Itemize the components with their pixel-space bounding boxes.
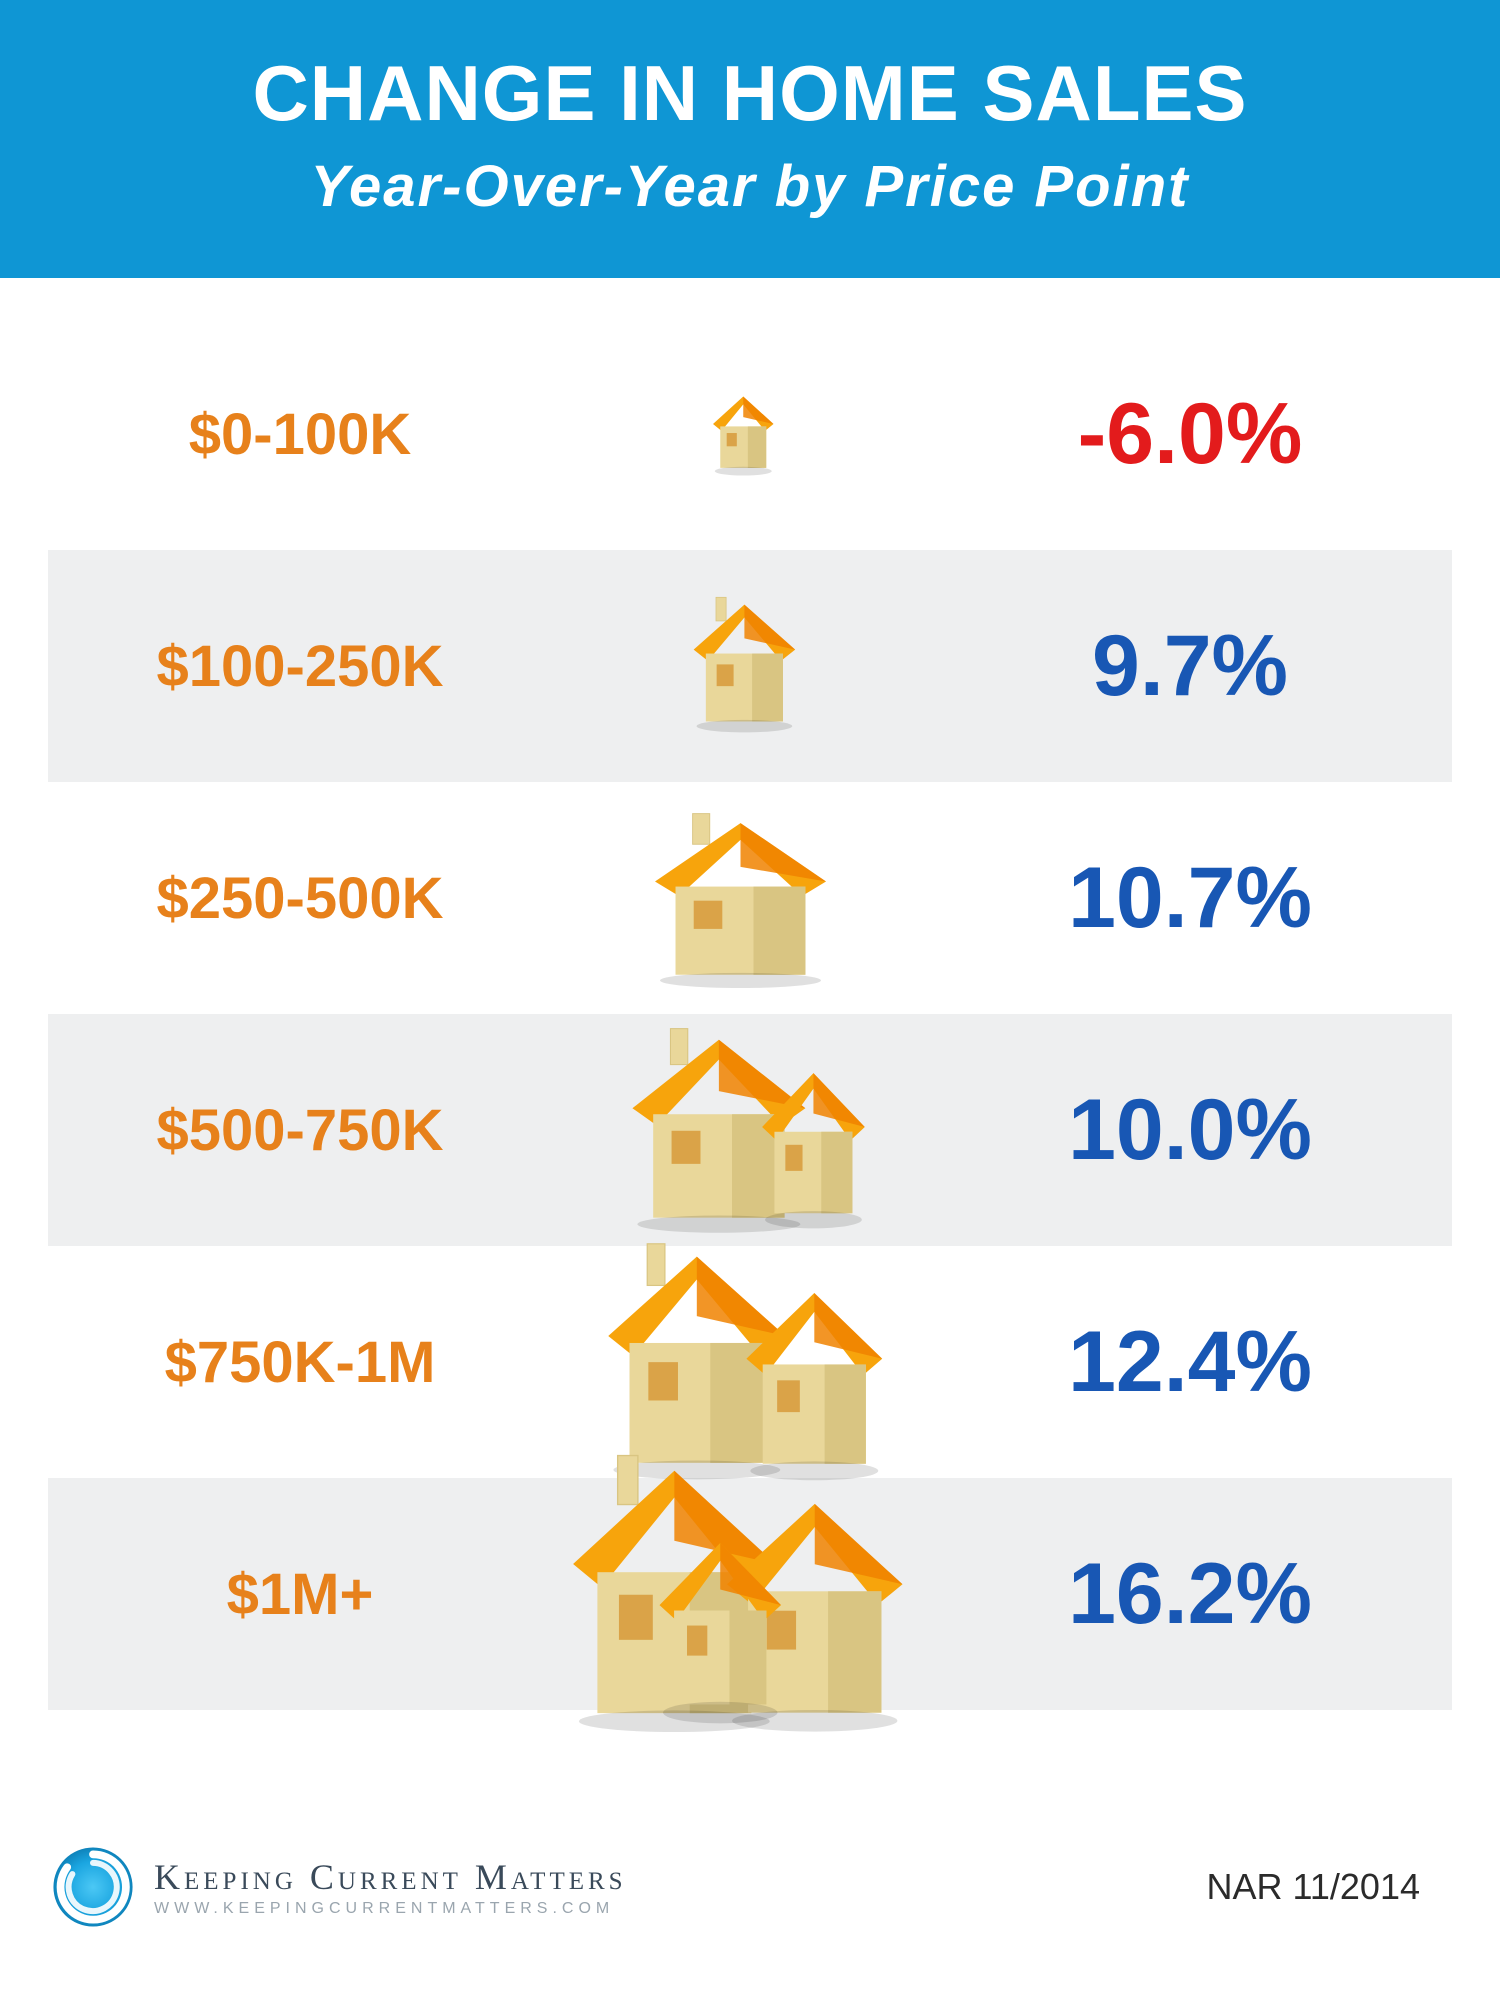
price-row: $0-100K -6.0% [48, 318, 1452, 550]
percent-value: 9.7% [970, 617, 1410, 716]
header-subtitle: Year-Over-Year by Price Point [20, 153, 1480, 220]
house-icon [510, 1017, 970, 1244]
house-icon [510, 1452, 970, 1736]
house-icon [510, 584, 970, 748]
house-icon [510, 798, 970, 998]
house-icon [510, 376, 970, 492]
price-range-label: $250-500K [90, 865, 510, 932]
percent-value: 10.7% [970, 849, 1410, 948]
price-row: $500-750K 10.0% [48, 1014, 1452, 1246]
brand: Keeping Current Matters WWW.KEEPINGCURRE… [50, 1844, 627, 1930]
price-row: $250-500K 10.7% [48, 782, 1452, 1014]
percent-value: 12.4% [970, 1313, 1410, 1412]
brand-logo-icon [50, 1844, 136, 1930]
header: CHANGE IN HOME SALES Year-Over-Year by P… [0, 0, 1500, 278]
footer: Keeping Current Matters WWW.KEEPINGCURRE… [50, 1844, 1420, 1930]
percent-value: 10.0% [970, 1081, 1410, 1180]
price-range-label: $750K-1M [90, 1329, 510, 1396]
price-range-label: $500-750K [90, 1097, 510, 1164]
percent-value: 16.2% [970, 1545, 1410, 1644]
rows-container: $0-100K-6.0%$100-250K9.7%$250-500K10.7%$… [0, 278, 1500, 1720]
price-range-label: $1M+ [90, 1561, 510, 1628]
header-title: CHANGE IN HOME SALES [20, 48, 1480, 139]
brand-title: Keeping Current Matters [154, 1856, 627, 1898]
brand-url: WWW.KEEPINGCURRENTMATTERS.COM [154, 1900, 627, 1918]
source-label: NAR 11/2014 [1207, 1866, 1420, 1908]
price-row: $1M+ 16.2% [48, 1478, 1452, 1710]
price-row: $100-250K 9.7% [48, 550, 1452, 782]
brand-text: Keeping Current Matters WWW.KEEPINGCURRE… [154, 1856, 627, 1918]
price-row: $750K-1M 12.4% [48, 1246, 1452, 1478]
house-icon [510, 1238, 970, 1486]
price-range-label: $0-100K [90, 401, 510, 468]
percent-value: -6.0% [970, 385, 1410, 484]
price-range-label: $100-250K [90, 633, 510, 700]
